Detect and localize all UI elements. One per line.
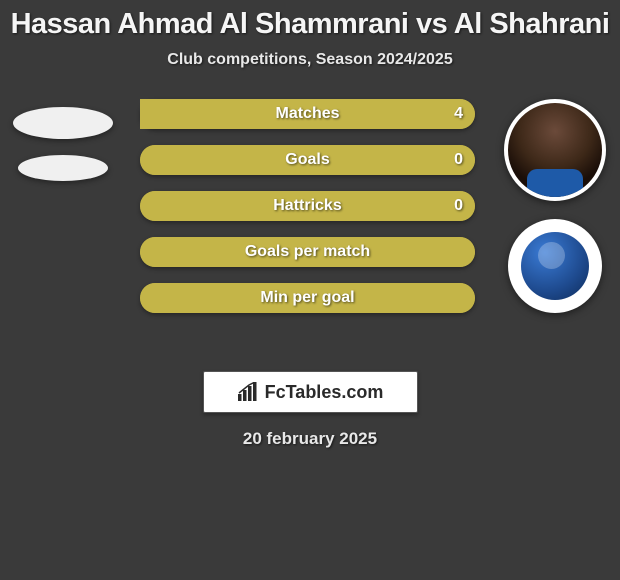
stat-label: Goals: [140, 151, 475, 169]
page-title: Hassan Ahmad Al Shammrani vs Al Shahrani: [0, 0, 620, 45]
comparison-panel: Matches4Goals0Hattricks0Goals per matchM…: [0, 99, 620, 359]
date-label: 20 february 2025: [0, 429, 620, 449]
page-subtitle: Club competitions, Season 2024/2025: [0, 51, 620, 69]
stat-label: Matches: [140, 105, 475, 123]
stat-bars: Matches4Goals0Hattricks0Goals per matchM…: [140, 99, 475, 329]
stat-row: Matches4: [140, 99, 475, 129]
brand-box[interactable]: FcTables.com: [203, 371, 418, 413]
player-right-club-badge: [508, 219, 602, 313]
stat-row: Min per goal: [140, 283, 475, 313]
stat-value-right: 0: [454, 151, 463, 169]
club-ball-icon: [521, 232, 589, 300]
player-left-avatar-placeholder: [13, 107, 113, 139]
player-left-club-placeholder: [18, 155, 108, 181]
stat-row: Hattricks0: [140, 191, 475, 221]
stat-label: Hattricks: [140, 197, 475, 215]
stat-label: Min per goal: [140, 289, 475, 307]
brand-label: FcTables.com: [265, 382, 384, 403]
stat-label: Goals per match: [140, 243, 475, 261]
stat-row: Goals per match: [140, 237, 475, 267]
player-right-column: [500, 99, 610, 313]
player-right-avatar: [504, 99, 606, 201]
player-left-column: [8, 99, 118, 197]
stat-value-right: 4: [454, 105, 463, 123]
stat-row: Goals0: [140, 145, 475, 175]
brand-chart-icon: [237, 382, 259, 402]
stat-value-right: 0: [454, 197, 463, 215]
